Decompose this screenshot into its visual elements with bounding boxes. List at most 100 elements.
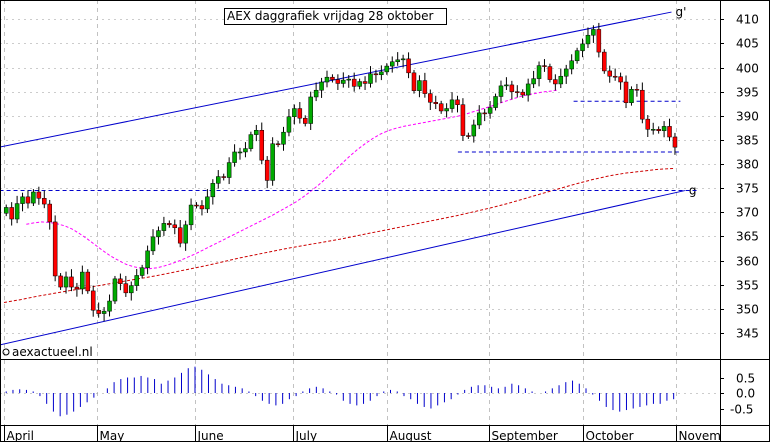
candle-down (351, 78, 357, 87)
candle-down (460, 104, 466, 136)
candle-up (569, 60, 574, 70)
candle-up (161, 223, 167, 231)
candle-up (536, 65, 542, 79)
month-label: June (197, 429, 224, 442)
month-label: August (390, 429, 432, 442)
moving-average-line (26, 89, 558, 270)
candle-up (188, 204, 194, 226)
candle-down (428, 93, 433, 103)
candle-down (58, 275, 63, 288)
candle-down (515, 91, 520, 93)
candle-up (531, 78, 536, 85)
candle-down (25, 196, 31, 204)
month-label: September (492, 429, 558, 442)
candle-up (493, 96, 498, 108)
candle-down (194, 204, 199, 207)
candle-up (580, 43, 585, 51)
osc-tick-label: -0.5 (730, 403, 753, 417)
candle-up (139, 267, 145, 276)
trend-line (0, 11, 672, 148)
candle-up (449, 99, 455, 109)
candle-up (395, 59, 400, 63)
candle-down (264, 159, 270, 181)
candle-up (379, 71, 384, 76)
trend-line-label: g' (676, 5, 687, 19)
candle-down (74, 286, 80, 290)
candle-down (123, 283, 129, 294)
candle-down (640, 89, 645, 120)
grid-layer (0, 0, 720, 425)
candle-down (167, 223, 172, 226)
copyright-icon (2, 348, 10, 356)
candle-down (259, 130, 265, 161)
candle-up (558, 75, 564, 85)
candle-down (602, 51, 607, 72)
price-tick-label: 360 (736, 255, 759, 269)
candle-up (156, 230, 161, 238)
candle-down (172, 224, 178, 228)
month-label: October (586, 429, 634, 442)
candle-up (112, 278, 118, 302)
candle-up (504, 84, 509, 87)
chart-title: AEX daggrafiek vrijdag 28 oktober (227, 9, 434, 23)
candle-up (63, 276, 69, 288)
candle-up (129, 285, 134, 294)
candle-down (47, 203, 52, 223)
candle-up (216, 176, 221, 184)
month-label: April (7, 429, 34, 442)
candle-up (20, 196, 25, 204)
candle-down (406, 58, 411, 74)
candle-up (237, 151, 243, 154)
candle-down (90, 290, 96, 311)
candle-down (411, 72, 417, 91)
candle-down (607, 70, 612, 77)
candle-up (210, 183, 216, 198)
candle-up (591, 29, 596, 36)
candle-up (650, 129, 656, 131)
candle-down (645, 118, 651, 130)
trend-line (0, 190, 685, 346)
candle-up (357, 81, 362, 87)
candle-up (313, 89, 319, 98)
candle-down (42, 198, 47, 205)
candle-down (199, 205, 205, 210)
labels: AEX daggrafiek vrijdag 28 oktober aexact… (2, 8, 447, 359)
candle-down (330, 76, 335, 80)
candle-down (542, 65, 547, 67)
candle-down (634, 89, 640, 91)
candle-down (362, 81, 368, 84)
candle-down (96, 309, 101, 314)
candle-down (466, 135, 471, 137)
candle-up (629, 89, 634, 104)
osc-tick-label: 0.5 (736, 372, 755, 386)
candle-up (145, 250, 150, 269)
candle-down (297, 108, 303, 119)
candle-down (335, 79, 341, 84)
moving-average-line (3, 167, 676, 303)
candle-up (417, 80, 422, 91)
candle-down (36, 191, 42, 199)
price-tick-label: 385 (736, 134, 759, 148)
price-tick-label: 400 (736, 62, 759, 76)
candle-up (183, 224, 188, 244)
candle-up (563, 68, 569, 77)
candle-up (270, 143, 275, 181)
price-tick-label: 365 (736, 230, 759, 244)
candle-down (69, 276, 74, 288)
candle-down (373, 73, 379, 76)
price-tick-label: 355 (736, 279, 759, 293)
price-tick-label: 380 (736, 158, 759, 172)
candle-down (438, 103, 444, 112)
candle-up (31, 191, 36, 204)
candle-up (3, 207, 9, 214)
candle-up (150, 236, 156, 252)
price-tick-label: 345 (736, 327, 759, 341)
candle-up (476, 112, 482, 126)
month-label: May (100, 429, 125, 442)
candle-down (118, 278, 123, 284)
candle-down (672, 136, 678, 148)
oscillator-histogram (5, 366, 675, 417)
price-tick-label: 375 (736, 182, 759, 196)
